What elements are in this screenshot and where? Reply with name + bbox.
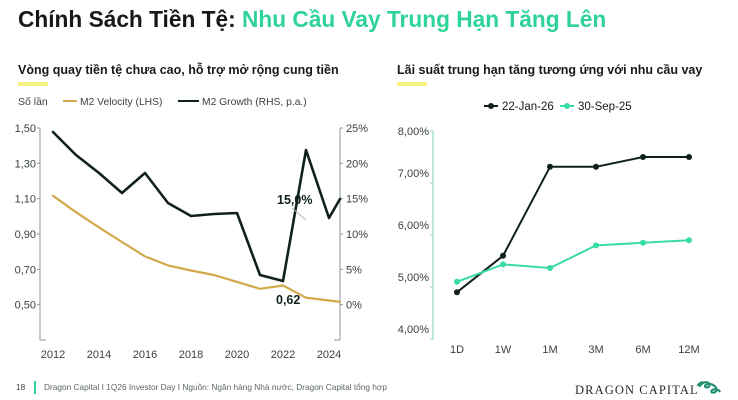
svg-text:30-Sep-25: 30-Sep-25 xyxy=(578,101,632,113)
svg-text:0,70: 0,70 xyxy=(15,264,36,276)
svg-text:6M: 6M xyxy=(635,344,650,356)
svg-text:1M: 1M xyxy=(542,344,557,356)
svg-text:1W: 1W xyxy=(495,344,512,356)
svg-text:0,90: 0,90 xyxy=(15,229,36,241)
svg-text:2020: 2020 xyxy=(225,349,249,361)
svg-text:15%: 15% xyxy=(346,194,368,206)
svg-text:4,00%: 4,00% xyxy=(398,324,429,336)
svg-text:7,00%: 7,00% xyxy=(398,168,429,180)
svg-text:2014: 2014 xyxy=(87,349,111,361)
svg-text:0,50: 0,50 xyxy=(15,300,36,312)
svg-text:8,00%: 8,00% xyxy=(398,126,429,138)
svg-text:1,50: 1,50 xyxy=(15,123,36,135)
svg-text:15,0%: 15,0% xyxy=(277,193,312,207)
svg-text:1D: 1D xyxy=(450,344,464,356)
svg-text:10%: 10% xyxy=(346,229,368,241)
svg-text:2018: 2018 xyxy=(179,349,203,361)
svg-text:2016: 2016 xyxy=(133,349,157,361)
svg-text:2022: 2022 xyxy=(271,349,295,361)
svg-text:Số lần: Số lần xyxy=(18,96,48,108)
svg-text:5,00%: 5,00% xyxy=(398,272,429,284)
svg-text:2024: 2024 xyxy=(317,349,341,361)
svg-text:0,62: 0,62 xyxy=(276,293,300,307)
svg-text:20%: 20% xyxy=(346,158,368,170)
svg-text:M2 Velocity (LHS): M2 Velocity (LHS) xyxy=(80,97,162,108)
svg-text:3M: 3M xyxy=(588,344,603,356)
svg-text:2012: 2012 xyxy=(41,349,65,361)
svg-text:0%: 0% xyxy=(346,300,362,312)
svg-text:M2 Growth (RHS, p.a.): M2 Growth (RHS, p.a.) xyxy=(202,97,307,108)
svg-text:22-Jan-26: 22-Jan-26 xyxy=(502,101,554,113)
svg-text:25%: 25% xyxy=(346,123,368,135)
svg-text:12M: 12M xyxy=(678,344,699,356)
svg-text:DRAGON CAPITAL: DRAGON CAPITAL xyxy=(575,383,699,397)
svg-text:1,30: 1,30 xyxy=(15,158,36,170)
svg-text:5%: 5% xyxy=(346,264,362,276)
svg-text:1,10: 1,10 xyxy=(15,194,36,206)
svg-text:6,00%: 6,00% xyxy=(398,220,429,232)
